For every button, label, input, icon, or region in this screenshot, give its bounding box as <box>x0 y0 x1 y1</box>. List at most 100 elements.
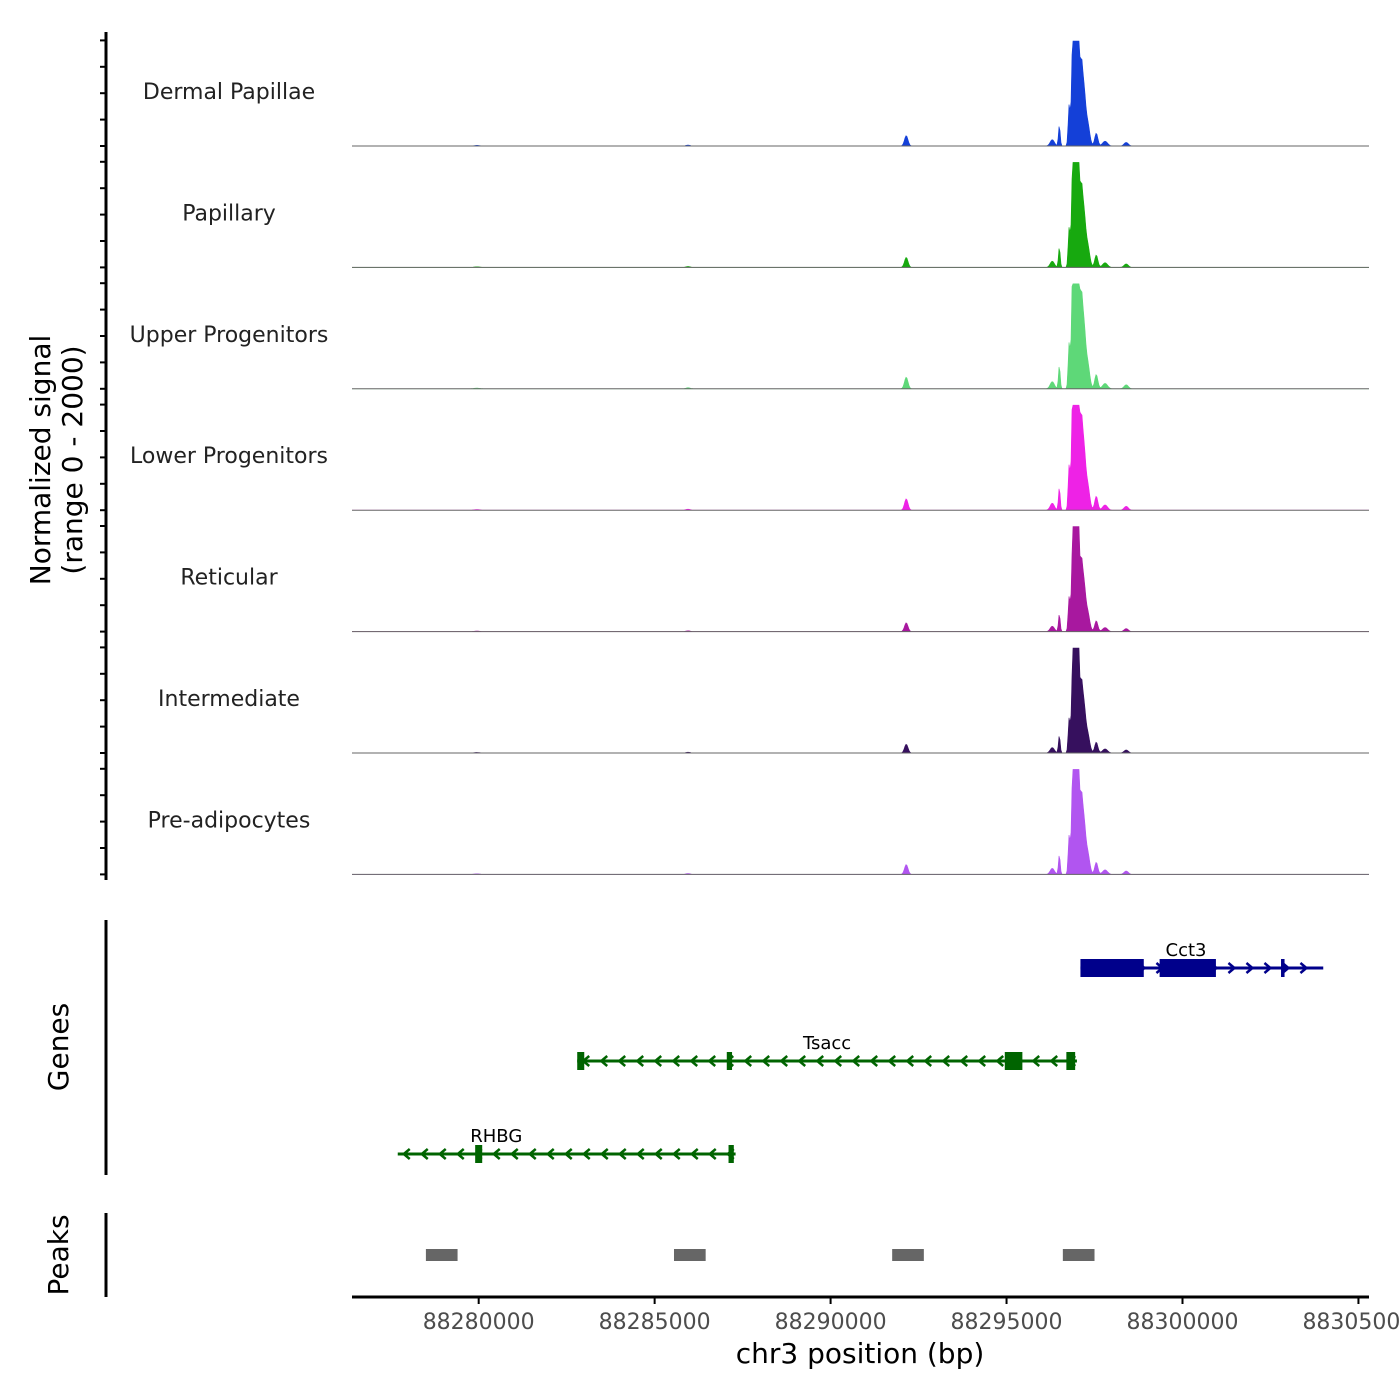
strand-arrow <box>851 1055 861 1067</box>
strand-arrow <box>869 1055 879 1067</box>
gene-annotations: Cct3 Tsacc RHBG <box>397 940 1324 1163</box>
strand-arrow <box>653 1055 663 1067</box>
strand-arrow <box>1299 962 1309 974</box>
track-signal-area <box>352 162 1369 268</box>
x-tick-label: 88280000 <box>423 1310 535 1335</box>
track-5: Intermediate <box>158 647 1369 754</box>
strand-arrow <box>671 1055 681 1067</box>
strand-arrow <box>617 1148 627 1160</box>
strand-arrow <box>599 1055 609 1067</box>
track-signal-area <box>352 40 1369 147</box>
strand-arrow <box>401 1148 411 1160</box>
track-signal-area <box>352 647 1369 754</box>
gene-Tsacc: Tsacc <box>577 1033 1077 1070</box>
x-axis-label: chr3 position (bp) <box>736 1337 985 1370</box>
track-2: Upper Progenitors <box>130 283 1369 390</box>
track-0: Dermal Papillae <box>143 40 1369 147</box>
track-label: Lower Progenitors <box>130 444 328 469</box>
strand-arrow <box>419 1148 429 1160</box>
peak-region <box>1062 1249 1095 1261</box>
track-6: Pre-adipocytes <box>148 769 1369 875</box>
gene-Cct3: Cct3 <box>1080 940 1324 977</box>
exon <box>1066 1052 1076 1070</box>
strand-arrow <box>761 1055 771 1067</box>
strand-arrow <box>635 1055 645 1067</box>
strand-arrow <box>707 1148 717 1160</box>
gene-name-label: Tsacc <box>802 1033 851 1054</box>
strand-arrow <box>563 1148 573 1160</box>
strand-arrow <box>437 1148 447 1160</box>
track-4: Reticular <box>180 526 1369 633</box>
track-label: Intermediate <box>158 687 300 712</box>
strand-arrow <box>1245 962 1255 974</box>
gene-name-label: Cct3 <box>1166 940 1207 961</box>
track-label: Upper Progenitors <box>130 323 329 348</box>
track-label: Pre-adipocytes <box>148 808 311 833</box>
x-tick-label: 88305000 <box>1302 1310 1400 1335</box>
strand-arrow <box>815 1055 825 1067</box>
track-label: Reticular <box>180 566 278 591</box>
x-tick-label: 88295000 <box>951 1310 1063 1335</box>
track-signal-area <box>352 526 1369 632</box>
gene-name-label: RHBG <box>470 1126 522 1147</box>
track-signal-area <box>352 769 1369 875</box>
peak-regions <box>425 1249 1095 1261</box>
strand-arrow <box>581 1148 591 1160</box>
exon <box>475 1145 483 1163</box>
gene-RHBG: RHBG <box>397 1126 736 1163</box>
strand-arrow <box>977 1055 987 1067</box>
strand-arrow <box>905 1055 915 1067</box>
track-label: Dermal Papillae <box>143 80 315 105</box>
track-3: Lower Progenitors <box>130 404 1369 511</box>
strand-arrow <box>995 1055 1005 1067</box>
strand-arrow <box>1049 1055 1059 1067</box>
signal-y-axis-range-label: (range 0 - 2000) <box>56 345 89 574</box>
x-tick-label: 88285000 <box>599 1310 711 1335</box>
peak-region <box>673 1249 706 1261</box>
strand-arrow <box>707 1055 717 1067</box>
strand-arrow <box>1263 962 1273 974</box>
strand-arrow <box>599 1148 609 1160</box>
strand-arrow <box>671 1148 681 1160</box>
peak-region <box>892 1249 924 1261</box>
x-tick-label: 88290000 <box>775 1310 887 1335</box>
strand-arrow <box>743 1055 753 1067</box>
exon <box>728 1145 734 1163</box>
strand-arrow <box>653 1148 663 1160</box>
peak-region <box>425 1249 458 1261</box>
strand-arrow <box>833 1055 843 1067</box>
strand-arrow <box>455 1148 465 1160</box>
strand-arrow <box>527 1148 537 1160</box>
signal-y-axis-label: Normalized signal <box>24 335 57 586</box>
track-signal-area <box>352 283 1369 390</box>
genes-panel-label: Genes <box>42 1003 75 1091</box>
strand-arrow <box>797 1055 807 1067</box>
strand-arrow <box>1227 962 1237 974</box>
strand-arrow <box>1031 1055 1041 1067</box>
signal-y-axis <box>100 32 108 880</box>
x-tick-label: 88300000 <box>1126 1310 1238 1335</box>
strand-arrow <box>617 1055 627 1067</box>
strand-arrow <box>689 1148 699 1160</box>
exon <box>1080 959 1144 977</box>
exon <box>1004 1052 1023 1070</box>
strand-arrow <box>635 1148 645 1160</box>
track-1: Papillary <box>182 162 1369 268</box>
strand-arrow <box>959 1055 969 1067</box>
exon <box>1281 959 1285 977</box>
peaks-panel-label: Peaks <box>42 1214 75 1295</box>
exon <box>726 1052 733 1070</box>
strand-arrow <box>509 1148 519 1160</box>
track-label: Papillary <box>182 201 276 226</box>
signal-tracks: Dermal Papillae Papillary Upper Progenitor… <box>130 40 1369 875</box>
strand-arrow <box>545 1148 555 1160</box>
strand-arrow <box>923 1055 933 1067</box>
strand-arrow <box>941 1055 951 1067</box>
exon <box>1159 959 1216 977</box>
x-axis: 88280000 88285000 88290000 88295000 88300000… <box>352 1295 1400 1335</box>
strand-arrow <box>887 1055 897 1067</box>
exon <box>577 1052 585 1070</box>
strand-arrow <box>779 1055 789 1067</box>
strand-arrow <box>491 1148 501 1160</box>
